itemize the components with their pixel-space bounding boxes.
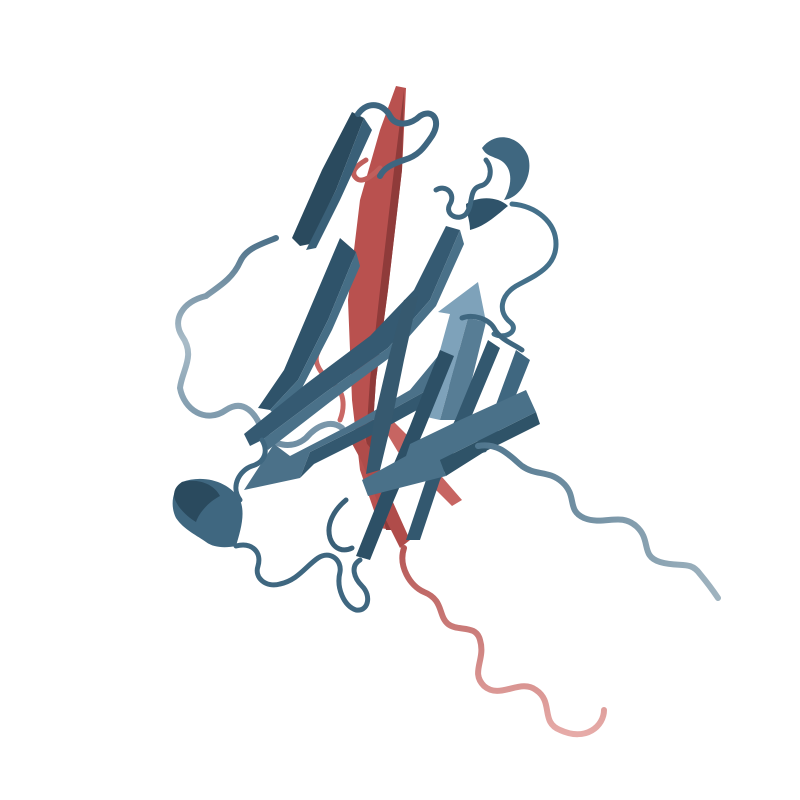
- blue-beta-strand-1-face: [306, 118, 372, 250]
- blue-coil-right-loop: [491, 201, 559, 339]
- blue-beta-strand-1: [292, 112, 364, 246]
- blue-turn-top-right-2: [466, 198, 508, 230]
- blue-beta-strand-3: [244, 226, 460, 446]
- blue-beta-strand-3-face: [262, 230, 464, 450]
- blue-coil-bottom-2: [233, 437, 268, 503]
- blue-coil-top: [355, 102, 440, 179]
- blue-beta-strand-2: [258, 238, 356, 410]
- blue-beta-strand-4: [366, 296, 418, 474]
- blue-beta-strand-7: [356, 350, 454, 560]
- blue-coil-bottom-3: [326, 497, 355, 553]
- red-coil-top: [351, 157, 383, 183]
- blue-beta-arrow-right: [362, 390, 536, 496]
- blue-beta-arrow-top-shade: [440, 318, 486, 420]
- red-coil-tail: [399, 545, 607, 738]
- blue-beta-arrow-large: [244, 344, 470, 490]
- blue-beta-strand-2-face: [270, 252, 360, 416]
- blue-coil-right-top: [433, 157, 493, 220]
- blue-turn-lower-left-shade: [174, 480, 220, 522]
- blue-coil-bottom: [233, 542, 371, 613]
- blue-chain: [172, 102, 721, 613]
- blue-coil-tail: [475, 442, 721, 601]
- blue-turn-top-right: [482, 137, 530, 200]
- blue-coil-left-loop: [175, 235, 345, 448]
- blue-coil-right-mid: [459, 313, 525, 353]
- red-beta-strand-shade: [366, 90, 404, 530]
